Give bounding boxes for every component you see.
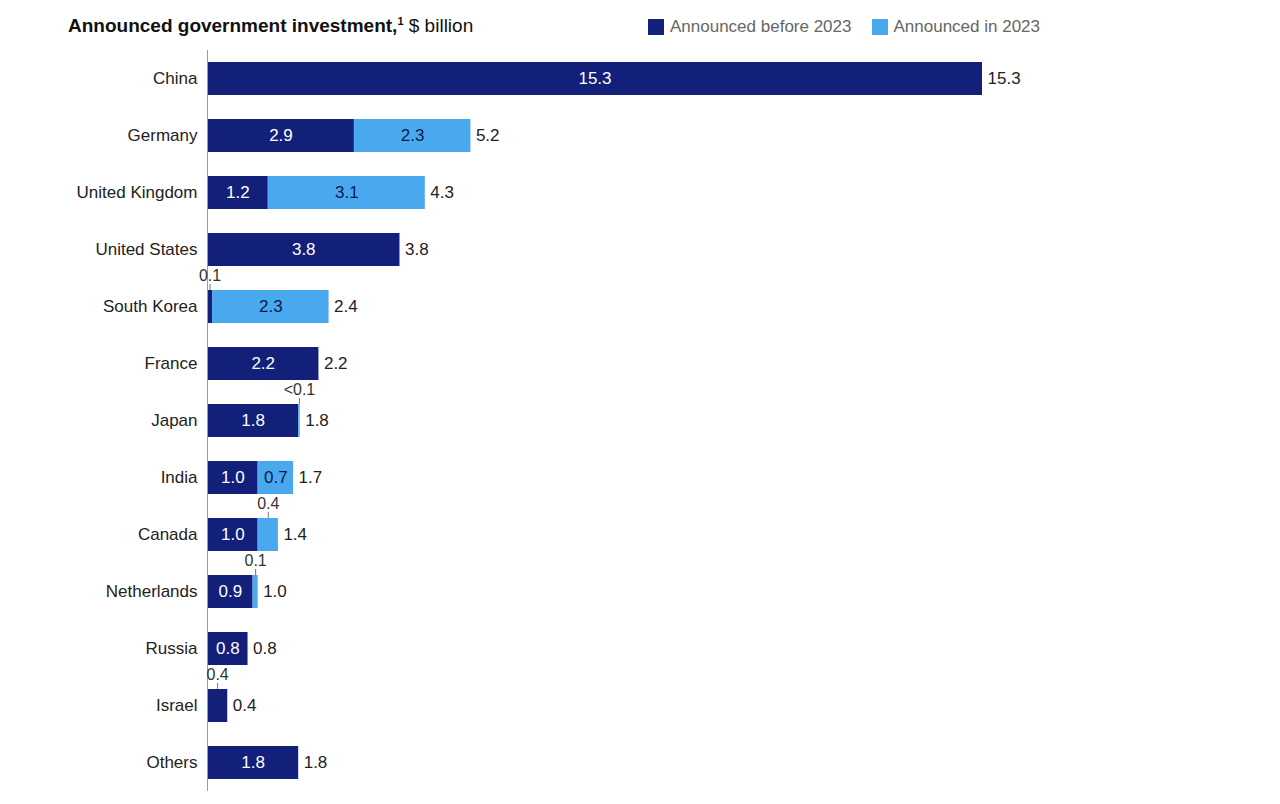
svg-text:India: India xyxy=(161,468,198,487)
svg-text:0.1: 0.1 xyxy=(244,552,266,569)
svg-text:1.8: 1.8 xyxy=(304,753,328,772)
svg-text:France: France xyxy=(145,354,198,373)
svg-text:0.7: 0.7 xyxy=(264,468,288,487)
svg-text:Germany: Germany xyxy=(128,126,198,145)
svg-text:1.0: 1.0 xyxy=(221,468,245,487)
svg-text:2.3: 2.3 xyxy=(401,126,425,145)
svg-text:<0.1: <0.1 xyxy=(284,381,316,398)
svg-text:3.8: 3.8 xyxy=(292,240,316,259)
svg-text:0.4: 0.4 xyxy=(207,666,229,683)
svg-text:3.1: 3.1 xyxy=(335,183,359,202)
svg-text:Israel: Israel xyxy=(156,696,198,715)
svg-text:Others: Others xyxy=(146,753,197,772)
svg-text:1.4: 1.4 xyxy=(283,525,307,544)
svg-text:Japan: Japan xyxy=(151,411,197,430)
svg-text:0.4: 0.4 xyxy=(257,495,279,512)
svg-text:1.2: 1.2 xyxy=(226,183,250,202)
svg-text:United Kingdom: United Kingdom xyxy=(77,183,198,202)
svg-text:Netherlands: Netherlands xyxy=(106,582,198,601)
svg-text:China: China xyxy=(153,69,198,88)
svg-text:1.7: 1.7 xyxy=(299,468,323,487)
html-text:Announced government investmen: Announced government investment,1$ billi… xyxy=(68,15,474,37)
svg-text:2.2: 2.2 xyxy=(324,354,348,373)
svg-text:1.8: 1.8 xyxy=(241,753,265,772)
svg-text:15.3: 15.3 xyxy=(578,69,611,88)
svg-text:Canada: Canada xyxy=(138,525,198,544)
svg-text:4.3: 4.3 xyxy=(430,183,454,202)
svg-text:South Korea: South Korea xyxy=(103,297,198,316)
svg-text:Russia: Russia xyxy=(146,639,199,658)
svg-text:1.8: 1.8 xyxy=(305,411,329,430)
svg-text:15.3: 15.3 xyxy=(988,69,1021,88)
svg-text:0.1: 0.1 xyxy=(199,267,221,284)
svg-text:1.0: 1.0 xyxy=(263,582,287,601)
html-text:Announced before 2023: Announced before 2023 xyxy=(670,17,852,36)
html-text:Announced in 2023: Announced in 2023 xyxy=(893,17,1040,36)
svg-text:United States: United States xyxy=(95,240,197,259)
svg-text:5.2: 5.2 xyxy=(476,126,500,145)
svg-text:0.8: 0.8 xyxy=(253,639,277,658)
svg-text:0.4: 0.4 xyxy=(233,696,257,715)
svg-text:2.3: 2.3 xyxy=(259,297,283,316)
svg-text:3.8: 3.8 xyxy=(405,240,429,259)
svg-text:0.8: 0.8 xyxy=(216,639,240,658)
svg-text:2.9: 2.9 xyxy=(269,126,293,145)
svg-text:2.4: 2.4 xyxy=(334,297,358,316)
svg-text:0.9: 0.9 xyxy=(218,582,242,601)
svg-text:2.2: 2.2 xyxy=(251,354,275,373)
svg-text:1.8: 1.8 xyxy=(241,411,265,430)
svg-text:1.0: 1.0 xyxy=(221,525,245,544)
